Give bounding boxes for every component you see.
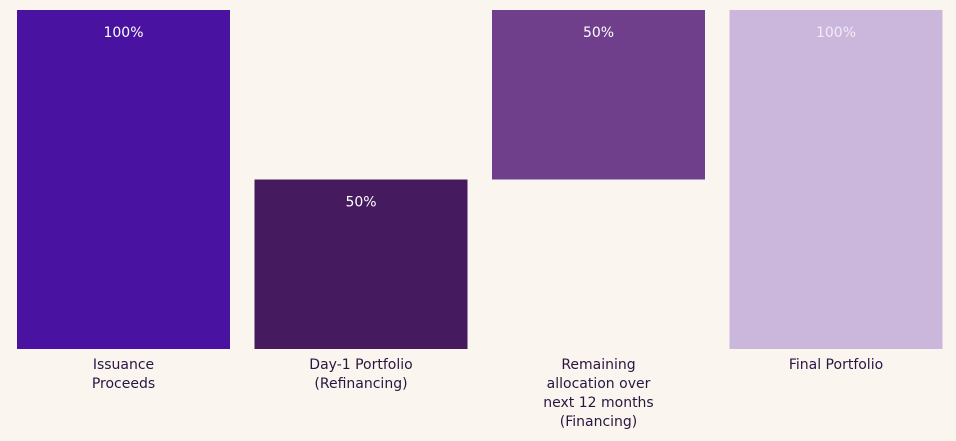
bar [17,10,230,349]
bar [492,10,705,180]
bar [254,179,468,349]
category-label: Day-1 Portfolio (Refinancing) [309,357,413,392]
value-label: 100% [103,25,143,41]
value-label: 50% [345,195,376,211]
category-label: Issuance Proceeds [91,357,156,392]
value-label: 50% [583,25,614,41]
category-label: Remaining allocation over next 12 months… [543,357,654,430]
category-label: Final Portfolio [788,357,884,373]
value-label: 100% [816,25,856,41]
bar [729,10,943,349]
